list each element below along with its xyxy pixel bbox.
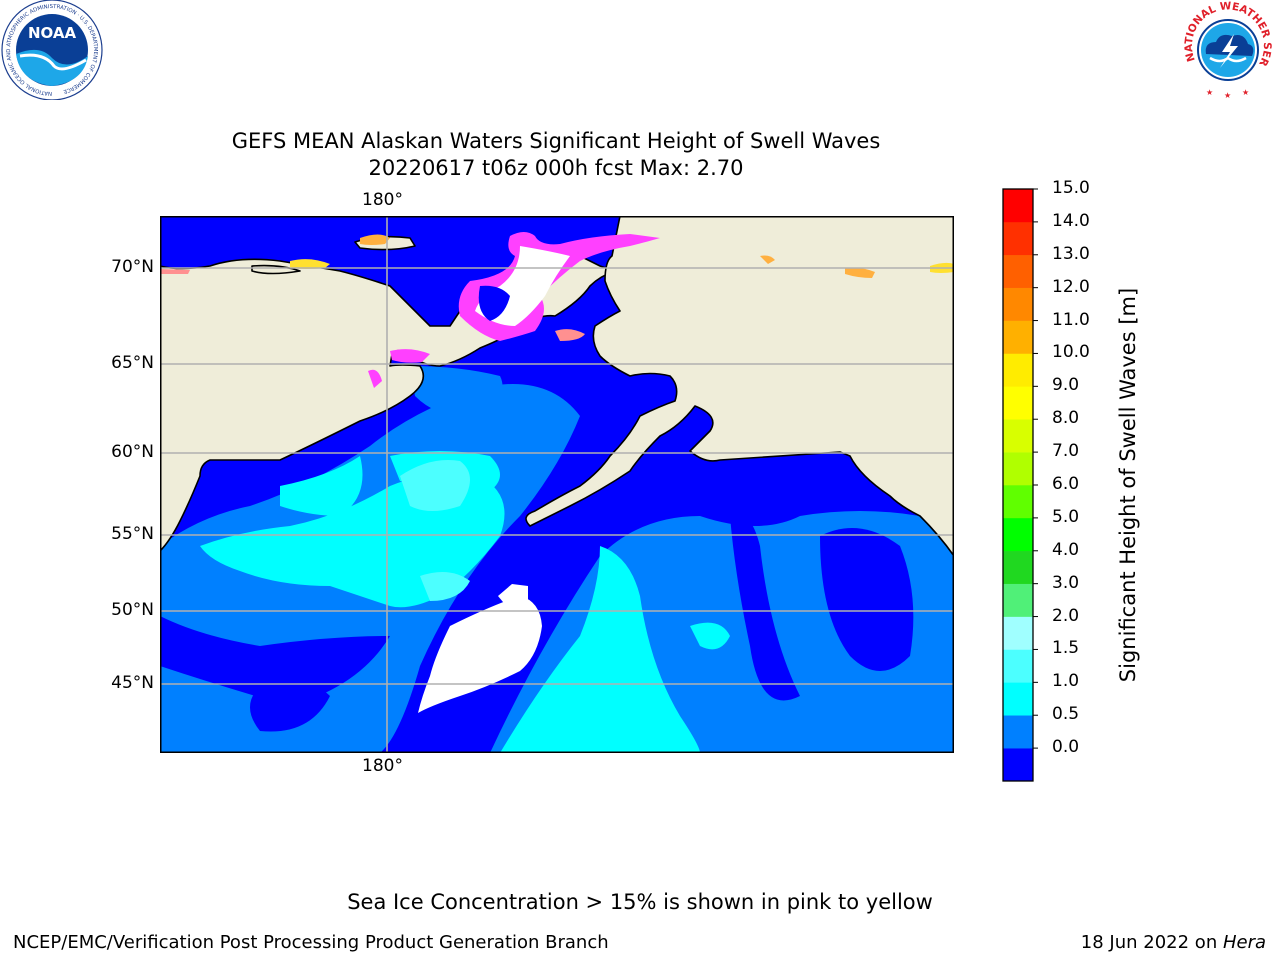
noaa-logo-text: NOAA	[28, 24, 77, 42]
lat-label-45: 45°N	[111, 673, 154, 693]
colorbar-tick-label: 12.0	[1052, 276, 1090, 297]
colorbar-tick-label: 4.0	[1052, 539, 1080, 560]
chart-title: GEFS MEAN Alaskan Waters Significant Hei…	[231, 129, 881, 153]
colorbar-tick-label: 0.5	[1052, 704, 1080, 725]
svg-text:★: ★	[1206, 88, 1213, 97]
colorbar-block-16	[1003, 221, 1033, 256]
colorbar-block-0	[1003, 748, 1033, 782]
colorbar-block-4	[1003, 616, 1033, 650]
colorbar-tick-label: 3.0	[1052, 572, 1080, 593]
colorbar-block-11	[1003, 386, 1033, 420]
colorbar-tick-label: 11.0	[1052, 309, 1090, 330]
colorbar-tick-label: 8.0	[1052, 408, 1080, 429]
footer-branch: NCEP/EMC/Verification Post Processing Pr…	[13, 932, 609, 953]
colorbar-block-9	[1003, 452, 1033, 486]
colorbar-tick-label: 6.0	[1052, 474, 1080, 494]
colorbar-block-6	[1003, 550, 1033, 584]
colorbar-block-14	[1003, 287, 1033, 321]
footer-date-text: 18 Jun 2022 on	[1080, 932, 1223, 953]
colorbar-tick-label: 5.0	[1052, 506, 1080, 527]
lat-label-70: 70°N	[111, 257, 154, 277]
colorbar-block-7	[1003, 517, 1033, 552]
colorbar-block-13	[1003, 320, 1033, 354]
nws-logo: NATIONAL WEATHER SERVICE ★ ★ ★	[1176, 0, 1277, 100]
colorbar-label: Significant Height of Swell Waves [m]	[1116, 287, 1140, 683]
colorbar-tick-label: 0.0	[1052, 737, 1080, 758]
colorbar-tick-label: 15.0	[1052, 178, 1090, 198]
colorbar-tick-label: 14.0	[1052, 210, 1090, 231]
colorbar-blocks	[1003, 189, 1033, 782]
colorbar-block-2	[1003, 682, 1033, 716]
lat-label-50: 50°N	[111, 600, 154, 620]
svg-text:★: ★	[1224, 91, 1231, 100]
sea-ice-note: Sea Ice Concentration > 15% is shown in …	[347, 890, 933, 914]
footer-date: 18 Jun 2022 on Hera	[1081, 932, 1266, 953]
colorbar-block-5	[1003, 583, 1033, 617]
lat-label-55: 55°N	[111, 524, 154, 544]
colorbar-block-3	[1003, 649, 1033, 683]
footer-host: Hera	[1222, 932, 1266, 953]
band-1.5-2.0	[400, 460, 470, 601]
colorbar-block-17	[1003, 189, 1033, 223]
lat-label-60: 60°N	[111, 442, 154, 462]
lat-label-65: 65°N	[111, 353, 154, 373]
colorbar-block-10	[1003, 419, 1033, 453]
colorbar-tick-label: 1.0	[1052, 671, 1080, 692]
noaa-logo: NATIONAL OCEANIC AND ATMOSPHERIC ADMINIS…	[1, 0, 103, 100]
colorbar-block-12	[1003, 353, 1033, 387]
colorbar-block-15	[1003, 254, 1033, 288]
colorbar-tick-label: 7.0	[1052, 441, 1080, 462]
colorbar-tick-label: 10.0	[1052, 342, 1090, 363]
lon-label-top: 180°	[362, 190, 403, 210]
colorbar-tick-label: 9.0	[1052, 375, 1080, 396]
chart-subtitle: 20220617 t06z 000h fcst Max: 2.70	[368, 156, 744, 180]
swell-height-map	[160, 216, 954, 753]
colorbar-block-8	[1003, 485, 1033, 519]
graticule	[160, 216, 954, 753]
colorbar-block-1	[1003, 715, 1033, 749]
colorbar-tick-label: 1.5	[1052, 638, 1080, 659]
lon-label-bottom: 180°	[362, 756, 403, 776]
colorbar	[1002, 188, 1038, 782]
sea-ice	[160, 232, 954, 388]
svg-text:★: ★	[1242, 88, 1249, 97]
colorbar-tick-label: 13.0	[1052, 243, 1090, 264]
colorbar-tick-label: 2.0	[1052, 605, 1080, 626]
